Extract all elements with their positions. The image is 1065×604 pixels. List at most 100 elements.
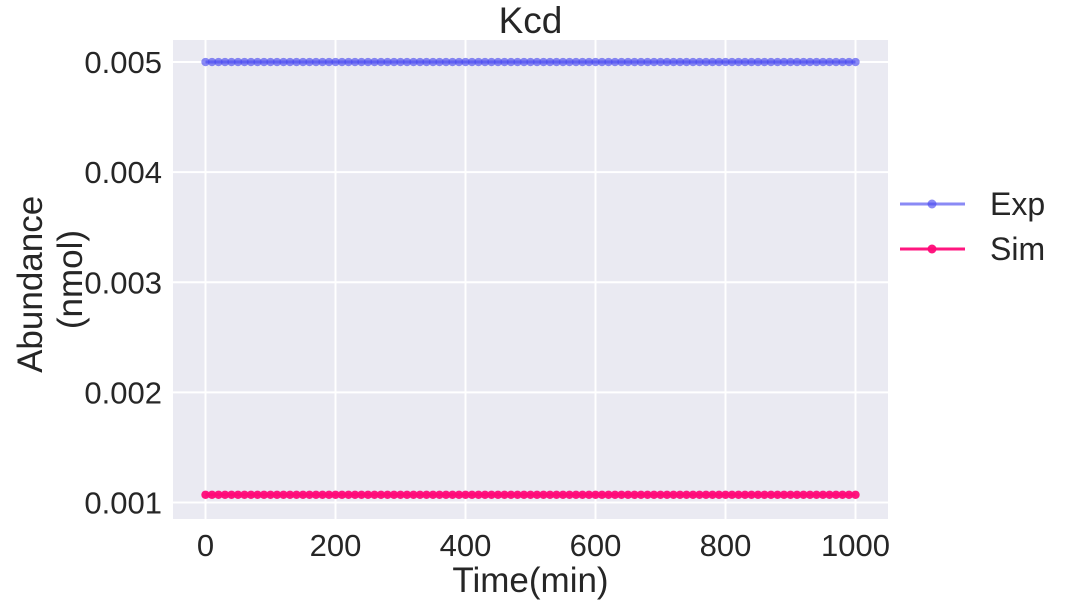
data-point xyxy=(519,490,529,499)
data-point xyxy=(448,57,457,67)
series-sim xyxy=(201,490,860,499)
data-point xyxy=(363,490,373,499)
data-point xyxy=(610,490,620,499)
data-point xyxy=(448,490,457,499)
data-point xyxy=(526,57,535,67)
data-point xyxy=(838,57,847,67)
data-point xyxy=(565,490,574,499)
data-point xyxy=(467,490,477,499)
data-point xyxy=(805,490,815,499)
data-point xyxy=(545,490,555,499)
data-point xyxy=(630,490,639,499)
y-tick-label: 0.003 xyxy=(84,265,162,300)
data-point xyxy=(454,57,464,67)
data-point xyxy=(376,57,386,67)
data-point xyxy=(656,57,665,67)
data-point xyxy=(552,490,561,499)
data-point xyxy=(259,57,269,67)
data-point xyxy=(428,490,438,499)
data-point xyxy=(220,57,230,67)
plot-area xyxy=(173,40,888,519)
y-tick-label: 0.002 xyxy=(84,375,162,410)
data-point xyxy=(610,57,620,67)
data-point xyxy=(383,57,392,67)
data-point xyxy=(337,57,347,67)
data-point xyxy=(695,490,704,499)
data-point xyxy=(324,57,334,67)
data-point xyxy=(792,490,802,499)
series-layer xyxy=(201,57,860,499)
data-point xyxy=(513,57,522,67)
data-point xyxy=(623,57,633,67)
data-point xyxy=(480,490,490,499)
data-point xyxy=(227,490,236,499)
data-point xyxy=(786,57,795,67)
legend-label: Exp xyxy=(990,186,1045,222)
data-point xyxy=(350,490,360,499)
data-point xyxy=(467,57,477,67)
y-tick-label: 0.005 xyxy=(84,45,162,80)
data-point xyxy=(799,490,808,499)
data-point xyxy=(760,57,769,67)
data-point xyxy=(812,490,821,499)
data-point xyxy=(604,490,613,499)
data-point xyxy=(253,57,262,67)
data-point xyxy=(740,490,750,499)
data-point xyxy=(493,57,503,67)
data-point xyxy=(649,490,659,499)
data-point xyxy=(578,57,587,67)
data-point xyxy=(565,57,574,67)
data-point xyxy=(480,57,490,67)
data-point xyxy=(545,57,555,67)
data-point xyxy=(220,490,230,499)
data-point xyxy=(376,490,386,499)
data-point xyxy=(344,57,353,67)
data-point xyxy=(402,57,412,67)
data-point xyxy=(311,490,321,499)
data-point xyxy=(305,490,314,499)
data-point xyxy=(526,490,535,499)
data-point xyxy=(799,57,808,67)
data-point xyxy=(825,490,834,499)
data-point xyxy=(506,57,516,67)
data-point xyxy=(500,490,509,499)
data-point xyxy=(831,57,841,67)
data-point xyxy=(298,57,308,67)
x-tick-label: 800 xyxy=(700,528,752,563)
data-point xyxy=(851,57,860,67)
y-axis-label: Abundance (nmol) xyxy=(11,186,90,373)
data-point xyxy=(818,490,828,499)
legend-label: Sim xyxy=(990,231,1045,267)
data-point xyxy=(584,490,594,499)
data-point xyxy=(792,57,802,67)
data-point xyxy=(311,57,321,67)
data-point xyxy=(422,490,431,499)
data-point xyxy=(773,57,782,67)
data-point xyxy=(201,490,210,499)
y-axis-label-line-2: (nmol) xyxy=(51,230,90,329)
data-point xyxy=(558,57,568,67)
data-point xyxy=(675,57,685,67)
data-point xyxy=(370,490,379,499)
x-tick-label: 1000 xyxy=(821,528,890,563)
data-point xyxy=(285,57,295,67)
data-point xyxy=(227,57,236,67)
data-point xyxy=(636,57,646,67)
data-point xyxy=(272,57,282,67)
data-point xyxy=(357,490,366,499)
data-point xyxy=(422,57,431,67)
data-point xyxy=(688,490,698,499)
data-point xyxy=(324,490,334,499)
data-point xyxy=(389,490,399,499)
data-point xyxy=(591,57,600,67)
data-point xyxy=(558,490,568,499)
data-point xyxy=(331,57,340,67)
data-point xyxy=(409,490,418,499)
data-point xyxy=(350,57,360,67)
x-tick-label: 400 xyxy=(440,528,492,563)
data-point xyxy=(617,490,626,499)
data-point xyxy=(571,57,581,67)
data-point xyxy=(838,490,847,499)
legend: Exp Sim xyxy=(900,186,1045,267)
data-point xyxy=(532,57,542,67)
